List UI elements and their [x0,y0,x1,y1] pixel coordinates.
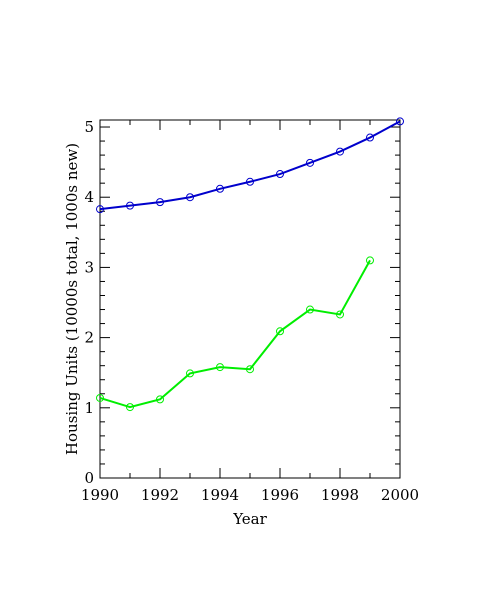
data-point [156,198,164,207]
data-point [366,133,374,142]
y-tick-label: 0 [84,469,94,487]
axis-ticks [99,120,401,479]
data-point [306,158,314,167]
data-point [276,327,284,336]
data-point [246,365,254,374]
series-line-1 [99,120,401,211]
x-axis-title: Year [232,510,267,528]
data-point [216,363,224,372]
data-point [156,395,164,404]
x-tick-label: 1994 [201,486,239,504]
data-point [336,310,344,319]
series-layer [96,117,404,412]
axis-tick-labels: 1990 1992 1994 1996 1998 2000 0 1 2 3 4 5 [81,118,419,504]
y-tick-label: 4 [84,188,94,206]
data-point [246,177,254,186]
x-tick-label: 2000 [381,486,419,504]
series-line-2 [99,259,371,409]
y-tick-label: 2 [84,329,94,347]
y-axis-title: Housing Units (10000s total, 1000s new) [63,143,81,455]
data-point [306,305,314,314]
x-tick-label: 1990 [81,486,119,504]
data-point [126,201,134,210]
data-point [96,205,104,214]
data-point [186,369,194,378]
x-tick-label: 1996 [261,486,299,504]
data-point [336,147,344,156]
data-point [126,403,134,412]
y-tick-label: 3 [84,258,94,276]
x-tick-label: 1992 [141,486,179,504]
data-point [276,170,284,179]
data-point [366,256,374,265]
data-point [186,193,194,202]
data-point [216,184,224,193]
y-tick-label: 1 [84,399,94,417]
data-point [96,393,104,402]
x-tick-label: 1998 [321,486,359,504]
y-tick-label: 5 [84,118,94,136]
plot-frame [99,119,401,479]
data-point [396,117,404,126]
